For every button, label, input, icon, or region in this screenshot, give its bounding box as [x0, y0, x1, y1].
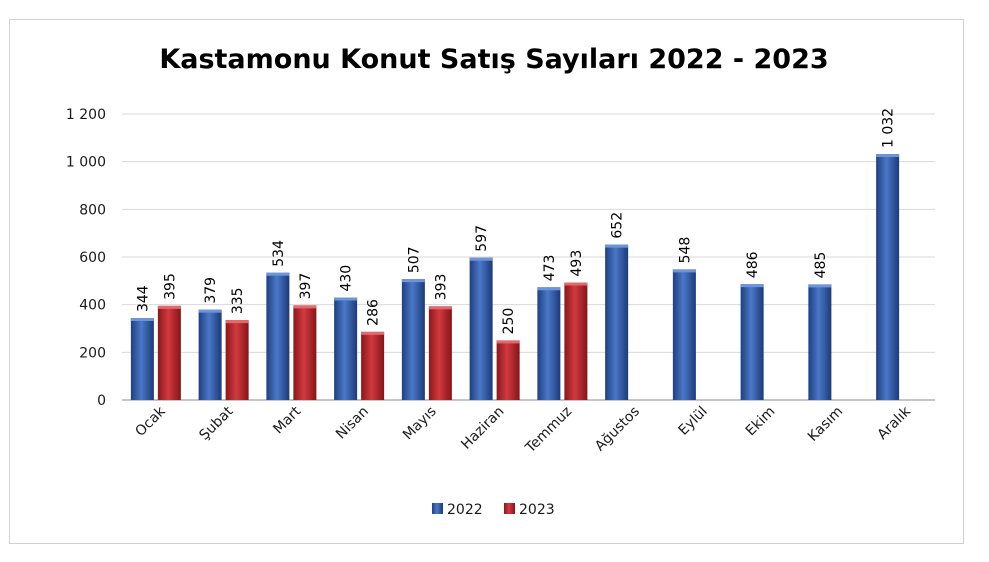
x-tick-label: Haziran	[458, 404, 507, 453]
bar-top-2023	[496, 340, 520, 344]
bar-2023	[564, 282, 588, 400]
bar-2023	[225, 320, 249, 400]
data-label: 395	[162, 273, 178, 300]
data-label: 379	[203, 277, 219, 304]
bar-top-2022	[469, 257, 493, 261]
data-label: 485	[813, 252, 829, 279]
legend-swatch-2022	[432, 503, 443, 514]
bar-2022	[130, 318, 154, 400]
bar-top-2023	[225, 320, 249, 324]
bar-top-2022	[740, 284, 764, 288]
bar-top-2022	[808, 284, 832, 288]
bar-2023	[361, 331, 385, 400]
y-tick-label: 600	[79, 250, 106, 266]
x-tick-label: Ağustos	[592, 404, 643, 455]
x-tick-label: Şubat	[196, 403, 236, 443]
data-labels: 344 395 379 335 534 397 430 286 507 393 597 250 473 4…	[135, 108, 896, 334]
data-label: 486	[745, 251, 761, 278]
bar-top-2022	[130, 318, 154, 322]
bar-2023	[428, 306, 452, 400]
bar-2022	[469, 257, 493, 400]
bar-2022	[537, 287, 561, 400]
data-label: 652	[610, 212, 626, 239]
bar-top-2023	[293, 305, 317, 309]
y-tick-label: 400	[79, 298, 106, 314]
y-axis-tick-labels: 0 200 400 600 800 1 000 1 200	[66, 107, 106, 409]
x-tick-label: Eylül	[675, 404, 710, 439]
bar-2022	[672, 269, 696, 400]
legend-swatch-2023	[504, 503, 515, 514]
bar-2022	[876, 154, 900, 400]
x-axis-category-labels: Ocak Şubat Mart Nisan Mayıs Haziran Temmuz Ağus…	[132, 403, 914, 457]
x-tick-label: Nisan	[333, 404, 372, 443]
data-label: 286	[366, 299, 382, 326]
bar-2022	[808, 284, 832, 400]
data-label: 335	[230, 287, 246, 314]
bar-top-2022	[876, 154, 900, 158]
y-tick-label: 200	[79, 345, 106, 361]
x-tick-label: Mart	[270, 403, 304, 437]
bar-top-2022	[266, 272, 290, 276]
bar-2022	[605, 244, 629, 400]
bar-2022	[401, 279, 425, 400]
data-label: 393	[433, 274, 449, 301]
x-tick-label: Temmuz	[522, 404, 575, 457]
bar-top-2022	[537, 287, 561, 291]
data-label: 473	[542, 255, 558, 282]
x-tick-label: Mayıs	[400, 404, 440, 444]
bar-top-2022	[605, 244, 629, 248]
gridlines	[122, 113, 935, 401]
bar-top-2022	[672, 269, 696, 273]
x-tick-label: Ocak	[132, 403, 169, 440]
bars	[130, 154, 900, 400]
legend: 2022 2023	[432, 502, 555, 518]
x-tick-label: Ekim	[743, 404, 779, 440]
data-label: 430	[339, 265, 355, 292]
bar-2023	[496, 340, 520, 400]
bar-2022	[334, 297, 358, 400]
bar-top-2022	[334, 297, 358, 301]
bar-top-2022	[401, 279, 425, 283]
data-label: 397	[298, 273, 314, 300]
y-tick-label: 0	[97, 393, 106, 409]
data-label: 534	[271, 240, 287, 267]
legend-label: 2022	[447, 502, 483, 518]
bar-2022	[740, 284, 764, 400]
bar-2023	[293, 305, 317, 400]
data-label: 597	[474, 225, 490, 252]
bar-2022	[266, 272, 290, 400]
chart-title: Kastamonu Konut Satış Sayıları 2022 - 20…	[159, 44, 828, 75]
y-tick-label: 1 000	[66, 155, 106, 171]
data-label: 344	[135, 285, 151, 312]
data-label: 250	[501, 308, 517, 335]
y-tick-label: 800	[79, 202, 106, 218]
bar-2023	[157, 305, 181, 400]
bar-top-2023	[157, 305, 181, 309]
data-label: 548	[677, 237, 693, 264]
bar-top-2023	[428, 306, 452, 310]
x-tick-label: Kasım	[805, 404, 846, 445]
x-tick-label: Aralık	[874, 403, 914, 443]
y-tick-label: 1 200	[66, 107, 106, 123]
bar-2022	[198, 309, 222, 400]
data-label: 507	[406, 246, 422, 273]
bar-top-2023	[564, 282, 588, 286]
data-label: 493	[569, 250, 585, 277]
data-label: 1 032	[881, 108, 897, 148]
legend-label: 2023	[519, 502, 555, 518]
bar-top-2022	[198, 309, 222, 313]
bar-top-2023	[361, 331, 385, 335]
